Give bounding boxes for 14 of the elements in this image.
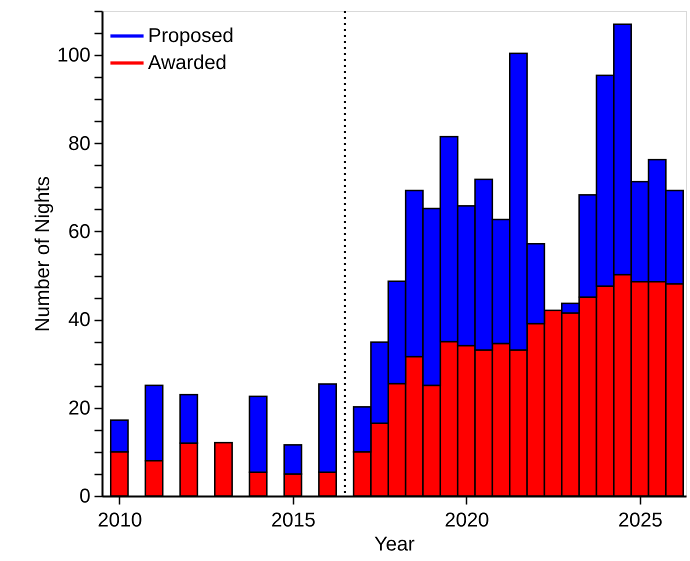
- y-tick-label: 80: [68, 132, 90, 155]
- x-tick-label: 2025: [618, 510, 663, 532]
- x-axis-title: Year: [374, 534, 416, 556]
- legend-label: Awarded: [148, 52, 227, 74]
- y-tick-label: 0: [79, 486, 90, 508]
- y-tick-label: 20: [68, 397, 90, 420]
- y-tick-label: 100: [57, 44, 90, 67]
- x-tick-label: 2020: [444, 510, 490, 532]
- y-axis-title: Number of Nights: [32, 176, 54, 332]
- legend-label: Proposed: [148, 25, 234, 47]
- x-tick-label: 2015: [271, 510, 316, 532]
- x-tick-label: 2010: [98, 510, 142, 532]
- y-tick-label: 60: [68, 220, 90, 243]
- y-tick-label: 40: [68, 309, 90, 332]
